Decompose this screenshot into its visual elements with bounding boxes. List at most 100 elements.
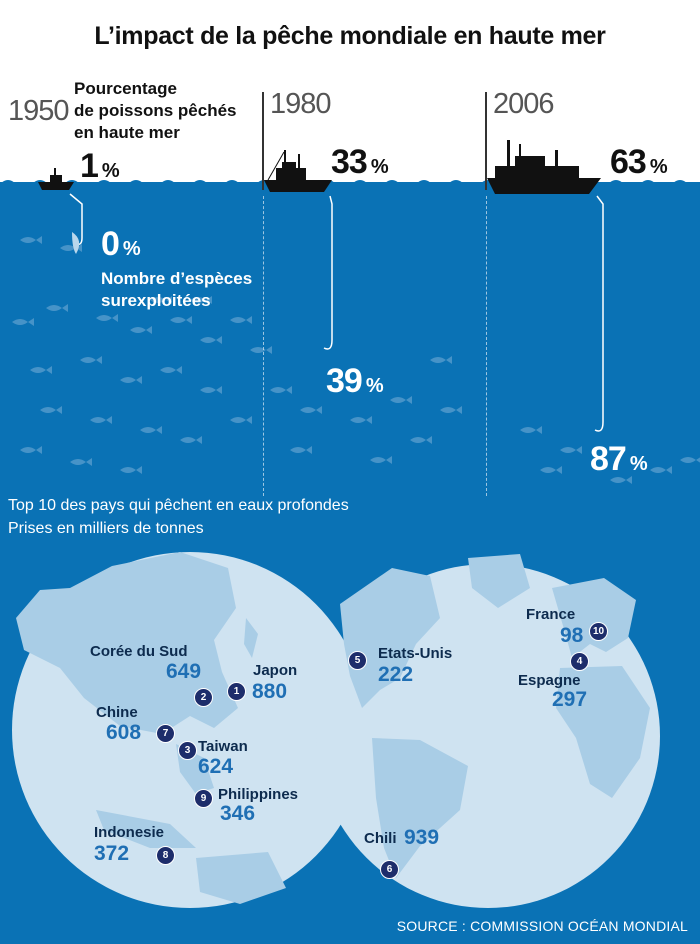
- rank-marker-espagne: 4: [570, 652, 589, 671]
- australia-land: [196, 852, 286, 904]
- country-name-coree: Corée du Sud: [90, 643, 188, 660]
- timeline-dash-1980: [263, 196, 264, 496]
- catch-label-line-2: de poissons pêchés: [74, 101, 237, 120]
- year-1950: 1950: [8, 95, 70, 127]
- country-value-japon: 880: [252, 680, 288, 703]
- fish-icon: [130, 326, 152, 334]
- fishing-lines: [69, 193, 604, 432]
- fish-icon: [540, 466, 562, 474]
- north-america-land: [340, 568, 440, 708]
- indonesia-land: [96, 810, 196, 848]
- country-value-espagne: 297: [552, 688, 588, 711]
- fish-icon: [160, 366, 182, 374]
- catch-pct-1950: 1%: [80, 147, 120, 185]
- fish-icon: [300, 406, 322, 414]
- fish-icon: [200, 336, 222, 344]
- fish-icon: [410, 436, 432, 444]
- catch-pct-2006: 63%: [610, 143, 668, 181]
- fish-icon: [680, 457, 700, 463]
- map-title: Top 10 des pays qui pêchent en eaux prof…: [8, 497, 349, 514]
- fish-icon: [20, 446, 42, 454]
- timeline-dash-2006: [486, 196, 487, 496]
- fish-icon: [120, 466, 142, 474]
- species-label-line-2: surexploitées: [101, 291, 211, 310]
- country-value-chili: 939: [404, 826, 440, 849]
- boat-1950-icon: [38, 168, 74, 190]
- country-name-taiwan: Taiwan: [198, 738, 248, 755]
- fish-icon: [520, 426, 542, 434]
- year-1980: 1980: [270, 88, 332, 120]
- africa-land: [556, 666, 650, 798]
- fish-icon: [46, 304, 68, 312]
- fish-icon: [440, 406, 462, 414]
- fish-icon: [390, 396, 412, 404]
- fish-icon: [610, 476, 632, 484]
- greenland-land: [468, 554, 530, 608]
- rank-marker-chine: 7: [156, 724, 175, 743]
- catch-label-line-1: Pourcentage: [74, 79, 177, 98]
- fish-icon: [180, 436, 202, 444]
- timeline-line-1980: [262, 92, 264, 190]
- rank-marker-indonesie: 8: [156, 846, 175, 865]
- country-value-philippines: 346: [220, 802, 256, 825]
- sky-background: [0, 0, 700, 190]
- fish-icon: [30, 366, 52, 374]
- country-name-philippines: Philippines: [218, 786, 299, 803]
- country-name-etats-unis: Etats-Unis: [378, 645, 453, 662]
- boat-1980-icon: [264, 150, 332, 192]
- country-name-chili: Chili: [364, 830, 397, 847]
- fish-icon: [150, 296, 172, 304]
- source-credit: SOURCE : COMMISSION OCÉAN MONDIAL: [396, 918, 688, 934]
- fish-icon: [70, 458, 92, 466]
- fish-icon: [430, 356, 452, 364]
- rank-marker-taiwan: 3: [178, 741, 197, 760]
- country-name-japon: Japon: [253, 662, 298, 679]
- country-value-taiwan: 624: [198, 755, 234, 778]
- fish-icon: [200, 386, 222, 394]
- country-name-france: France: [526, 606, 576, 623]
- species-label: Nombre d’espèces surexploitées: [101, 268, 252, 312]
- asia-land: [16, 552, 238, 734]
- species-pct-2006: 87%: [590, 440, 648, 478]
- fish-icon: [80, 356, 102, 364]
- europe-land: [552, 578, 636, 658]
- world-map: [12, 552, 660, 908]
- catch-label-line-3: en haute mer: [74, 123, 180, 142]
- country-value-chine: 608: [106, 721, 142, 744]
- country-value-france: 98: [560, 624, 584, 647]
- fish-icon: [650, 466, 672, 474]
- fish-icon: [190, 296, 212, 304]
- timeline-line-2006: [485, 92, 487, 190]
- country-name-espagne: Espagne: [518, 672, 581, 689]
- fish-icon: [96, 314, 118, 322]
- rank-marker-chili: 6: [380, 860, 399, 879]
- species-pct-1980: 39%: [326, 362, 384, 400]
- boat-2006-icon: [487, 140, 601, 194]
- fish-icon: [140, 426, 162, 434]
- fish-icon: [250, 346, 272, 354]
- south-america-land: [372, 738, 468, 878]
- fish-icon: [560, 446, 582, 454]
- fish-icon: [290, 446, 312, 454]
- fish-icon: [120, 376, 142, 384]
- country-value-indonesie: 372: [94, 842, 130, 865]
- country-name-indonesie: Indonesie: [94, 824, 165, 841]
- country-value-coree: 649: [166, 660, 202, 683]
- map-subtitle: Prises en milliers de tonnes: [8, 520, 204, 537]
- fish-icon: [40, 406, 62, 414]
- fish-icon: [230, 416, 252, 424]
- fish-icon: [12, 318, 34, 326]
- fish-icon: [370, 456, 392, 464]
- rank-marker-etats-unis: 5: [348, 651, 367, 670]
- rank-marker-coree: 2: [194, 688, 213, 707]
- rank-marker-france: 10: [589, 622, 608, 641]
- fish-icon: [90, 416, 112, 424]
- fish-icon: [230, 316, 252, 324]
- page-title: L’impact de la pêche mondiale en haute m…: [94, 22, 606, 50]
- rank-marker-philippines: 9: [194, 789, 213, 808]
- catch-label: Pourcentage de poissons pêchés en haute …: [74, 78, 237, 144]
- country-name-chine: Chine: [96, 704, 138, 721]
- rank-marker-japon: 1: [227, 682, 246, 701]
- fish-icon: [20, 236, 42, 244]
- fish-icon: [270, 386, 292, 394]
